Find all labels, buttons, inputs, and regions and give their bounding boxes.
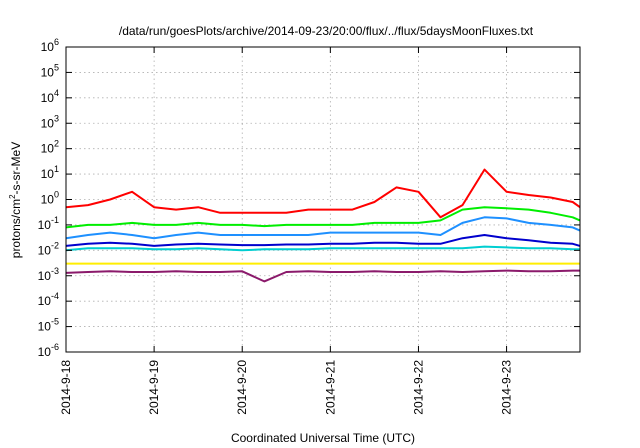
series-line-1 xyxy=(65,168,581,219)
y-tick-labels: 10-610-510-410-310-210-11001011021031041… xyxy=(38,37,59,359)
chart-title: /data/run/goesPlots/archive/2014-09-23/2… xyxy=(119,24,534,38)
x-tick-label: 2014-9-22 xyxy=(411,360,425,415)
series-line-7 xyxy=(65,269,580,283)
y-axis-label-prefix: protons/cm xyxy=(9,199,23,258)
x-axis-label: Coordinated Universal Time (UTC) xyxy=(231,431,415,445)
y-tick-base: 10 xyxy=(38,243,52,257)
series-line-5 xyxy=(65,245,580,252)
y-tick-base: 10 xyxy=(38,269,52,283)
series-layer xyxy=(65,168,581,283)
y-tick-exponent: -5 xyxy=(51,317,59,327)
y-tick-exponent: -4 xyxy=(51,291,59,301)
y-tick-base: 10 xyxy=(41,142,55,156)
y-tick-exponent: 0 xyxy=(54,190,59,200)
y-tick-label: 101 xyxy=(41,164,59,181)
series-line-2 xyxy=(65,206,581,229)
y-tick-base: 10 xyxy=(38,320,52,334)
y-tick-label: 105 xyxy=(41,62,59,79)
y-tick-exponent: -6 xyxy=(51,342,59,352)
y-tick-label: 104 xyxy=(41,88,59,105)
series-line-4 xyxy=(65,234,581,247)
y-tick-base: 10 xyxy=(38,345,52,359)
y-tick-exponent: 6 xyxy=(54,37,59,47)
y-tick-exponent: -3 xyxy=(51,266,59,276)
y-tick-label: 102 xyxy=(41,139,59,156)
y-axis-label-superscript: 2 xyxy=(8,194,17,199)
series-line-3 xyxy=(65,216,581,240)
y-tick-base: 10 xyxy=(41,193,55,207)
y-tick-exponent: 2 xyxy=(54,139,59,149)
y-tick-exponent: -2 xyxy=(51,240,59,250)
y-tick-exponent: 5 xyxy=(54,62,59,72)
y-tick-label: 10-2 xyxy=(38,240,59,257)
y-tick-base: 10 xyxy=(38,218,52,232)
y-tick-exponent: 1 xyxy=(54,164,59,174)
x-tick-labels: 2014-9-18 2014-9-19 2014-9-20 2014-9-21 2014… xyxy=(59,360,514,415)
y-tick-label: 106 xyxy=(41,37,59,54)
y-tick-label: 100 xyxy=(41,190,59,207)
y-tick-label: 10-1 xyxy=(38,215,59,232)
y-tick-base: 10 xyxy=(41,40,55,54)
y-tick-base: 10 xyxy=(41,167,55,181)
y-tick-base: 10 xyxy=(41,65,55,79)
y-tick-label: 10-4 xyxy=(38,291,59,308)
y-tick-exponent: 4 xyxy=(54,88,59,98)
x-tick-label: 2014-9-23 xyxy=(500,360,514,415)
x-tick-label: 2014-9-19 xyxy=(147,360,161,415)
y-tick-base: 10 xyxy=(41,91,55,105)
y-tick-label: 103 xyxy=(41,113,59,130)
y-tick-exponent: 3 xyxy=(54,113,59,123)
y-tick-label: 10-5 xyxy=(38,317,59,334)
y-axis-label-suffix: -s-sr-MeV xyxy=(9,142,23,195)
x-tick-label: 2014-9-21 xyxy=(323,360,337,415)
y-tick-label: 10-6 xyxy=(38,342,59,359)
y-tick-label: 10-3 xyxy=(38,266,59,283)
y-tick-base: 10 xyxy=(41,116,55,130)
ticks xyxy=(65,46,580,353)
y-tick-exponent: -1 xyxy=(51,215,59,225)
x-tick-label: 2014-9-20 xyxy=(235,360,249,415)
x-tick-label: 2014-9-18 xyxy=(59,360,73,415)
y-tick-base: 10 xyxy=(38,294,52,308)
y-axis-label: protons/cm2-s-sr-MeV xyxy=(8,142,23,258)
